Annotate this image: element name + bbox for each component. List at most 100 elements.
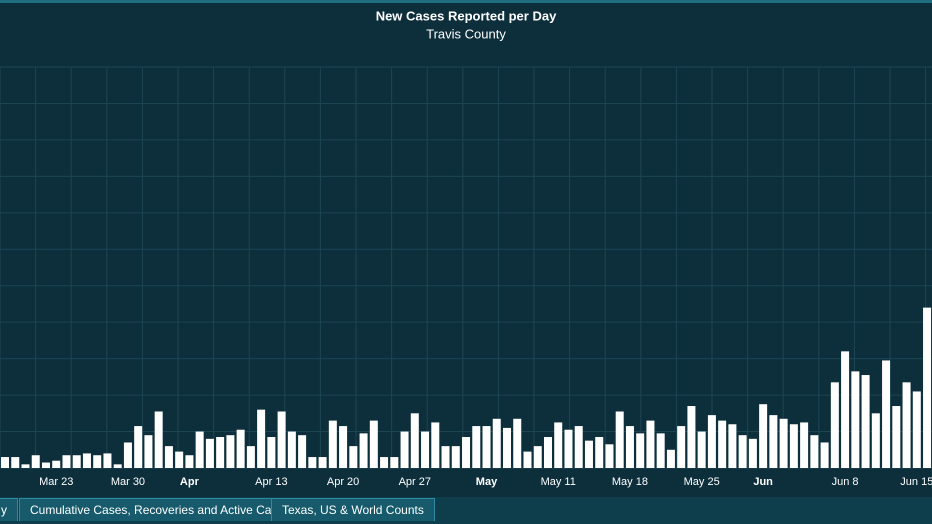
top-strip xyxy=(0,0,932,3)
bar xyxy=(728,424,737,468)
tab[interactable]: y xyxy=(0,498,18,521)
bar xyxy=(707,415,716,468)
bar xyxy=(718,420,727,468)
bar xyxy=(31,455,40,468)
bar xyxy=(656,433,665,468)
bar xyxy=(154,411,163,468)
bar xyxy=(636,433,645,468)
bar xyxy=(205,438,214,468)
x-tick-label: Jun xyxy=(753,476,773,488)
bar xyxy=(738,435,747,468)
bar xyxy=(687,406,696,468)
bar xyxy=(41,462,50,468)
bar xyxy=(533,446,542,468)
bar xyxy=(11,457,20,468)
bar xyxy=(246,446,255,468)
bar xyxy=(892,406,901,468)
bar xyxy=(482,426,491,468)
bar xyxy=(82,453,91,468)
x-tick-label: Jun 15 xyxy=(900,476,932,488)
bar xyxy=(410,413,419,468)
bar xyxy=(359,433,368,468)
bar xyxy=(328,420,337,468)
x-tick-label: Apr 27 xyxy=(399,476,431,488)
bar xyxy=(472,426,481,468)
bar xyxy=(462,437,471,468)
bar xyxy=(666,449,675,468)
bar xyxy=(103,453,112,468)
bar xyxy=(841,351,850,468)
x-tick-label: Mar 23 xyxy=(39,476,73,488)
bar xyxy=(789,424,798,468)
bar xyxy=(72,455,81,468)
bar xyxy=(21,464,30,468)
bar xyxy=(185,455,194,468)
bar xyxy=(564,429,573,468)
bar xyxy=(584,440,593,468)
bar xyxy=(912,391,921,468)
bar xyxy=(625,426,634,468)
bar xyxy=(503,427,512,468)
bar xyxy=(226,435,235,468)
bar xyxy=(308,457,317,468)
bar xyxy=(1,457,9,468)
bar xyxy=(236,429,245,468)
bar xyxy=(851,371,860,468)
bar xyxy=(779,418,788,468)
bar xyxy=(62,455,71,468)
x-tick-label: Jun 8 xyxy=(832,476,859,488)
bar xyxy=(123,442,132,468)
bar xyxy=(759,404,768,468)
x-tick-label: May 18 xyxy=(612,476,648,488)
bar xyxy=(861,375,870,468)
x-tick-label: May xyxy=(476,476,498,488)
bar xyxy=(615,411,624,468)
bar xyxy=(543,437,552,468)
tab[interactable]: Texas, US & World Counts xyxy=(271,498,435,521)
bar xyxy=(769,415,778,468)
bar xyxy=(318,457,327,468)
x-tick-label: Apr xyxy=(180,476,200,488)
bar xyxy=(677,426,686,468)
bar xyxy=(800,422,809,468)
x-tick-label: May 11 xyxy=(541,476,576,488)
bar xyxy=(380,457,389,468)
bar xyxy=(195,431,204,468)
bar xyxy=(830,382,839,468)
bar xyxy=(216,437,225,468)
bar xyxy=(513,418,522,468)
tab[interactable]: Cumulative Cases, Recoveries and Active … xyxy=(19,498,302,521)
x-tick-label: May 25 xyxy=(684,476,720,488)
bar xyxy=(902,382,911,468)
bar xyxy=(451,446,460,468)
bar xyxy=(298,435,307,468)
x-tick-label: Apr 20 xyxy=(327,476,359,488)
bar xyxy=(605,444,614,468)
bar xyxy=(349,446,358,468)
chart: New Cases Reported per Day Travis County… xyxy=(0,0,932,488)
bar xyxy=(646,420,655,468)
bar xyxy=(134,426,143,468)
bar xyxy=(93,455,102,468)
bar xyxy=(287,431,296,468)
bar xyxy=(175,451,184,468)
bar xyxy=(923,307,932,468)
bar xyxy=(574,426,583,468)
bar xyxy=(52,460,61,468)
bar xyxy=(882,360,891,468)
bar xyxy=(257,409,266,468)
bar xyxy=(339,426,348,468)
bar xyxy=(810,435,819,468)
bar xyxy=(421,431,430,468)
bar xyxy=(277,411,286,468)
bar xyxy=(820,442,829,468)
bar xyxy=(748,438,757,468)
bar xyxy=(492,418,501,468)
bar xyxy=(267,437,276,468)
bar xyxy=(164,446,173,468)
bar xyxy=(871,413,880,468)
bar xyxy=(113,464,122,468)
bar xyxy=(441,446,450,468)
bar xyxy=(523,451,532,468)
x-tick-label: Apr 13 xyxy=(255,476,287,488)
